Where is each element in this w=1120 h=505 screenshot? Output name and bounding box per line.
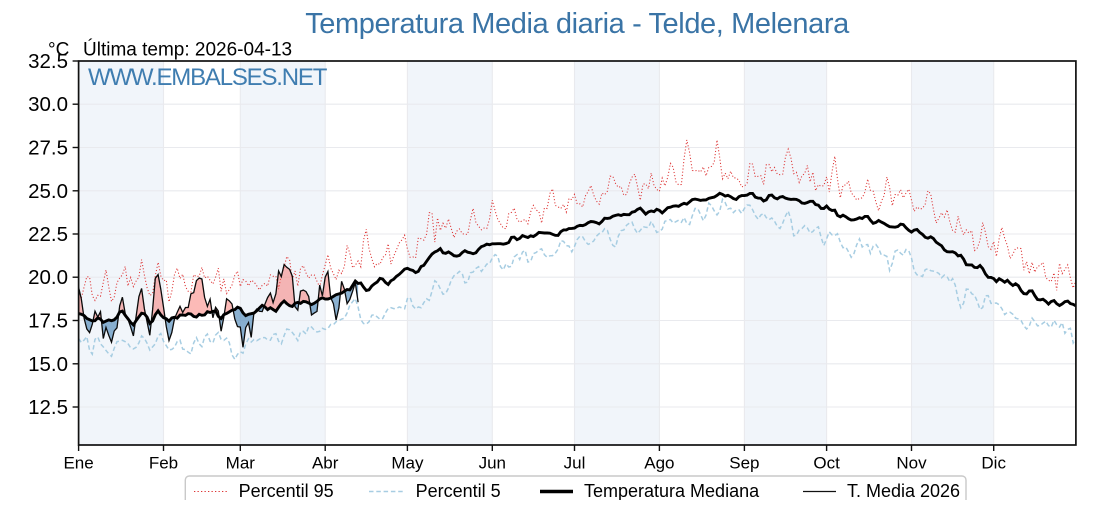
svg-text:20.0: 20.0 [28,266,68,289]
svg-text:Ene: Ene [63,454,93,473]
svg-text:Percentil 95: Percentil 95 [239,481,334,500]
svg-text:27.5: 27.5 [28,137,68,160]
svg-text:Temperatura Media diaria - Tel: Temperatura Media diaria - Telde, Melena… [305,8,850,40]
svg-text:Percentil 5: Percentil 5 [416,481,501,500]
svg-text:T. Media 2026: T. Media 2026 [847,481,960,500]
svg-text:30.0: 30.0 [28,93,68,116]
svg-text:Ago: Ago [644,454,674,473]
svg-text:Feb: Feb [149,454,178,473]
svg-text:Temperatura Mediana: Temperatura Mediana [584,481,760,500]
svg-text:WWW.EMBALSES.NET: WWW.EMBALSES.NET [88,64,328,91]
svg-text:Dic: Dic [981,454,1006,473]
svg-text:May: May [391,454,424,473]
svg-text:Abr: Abr [312,454,339,473]
svg-text:Mar: Mar [226,454,256,473]
svg-text:22.5: 22.5 [28,223,68,246]
svg-text:Jul: Jul [564,454,586,473]
svg-text:Sep: Sep [729,454,759,473]
svg-text:°C: °C [48,40,69,61]
svg-text:Oct: Oct [813,454,840,473]
svg-text:Última temp: 2026-04-13: Última temp: 2026-04-13 [83,39,292,61]
svg-text:Nov: Nov [896,454,927,473]
svg-text:15.0: 15.0 [28,353,68,376]
svg-text:12.5: 12.5 [28,396,68,419]
svg-text:Jun: Jun [479,454,506,473]
svg-text:32.5: 32.5 [28,50,68,73]
svg-text:17.5: 17.5 [28,310,68,333]
svg-text:25.0: 25.0 [28,180,68,203]
